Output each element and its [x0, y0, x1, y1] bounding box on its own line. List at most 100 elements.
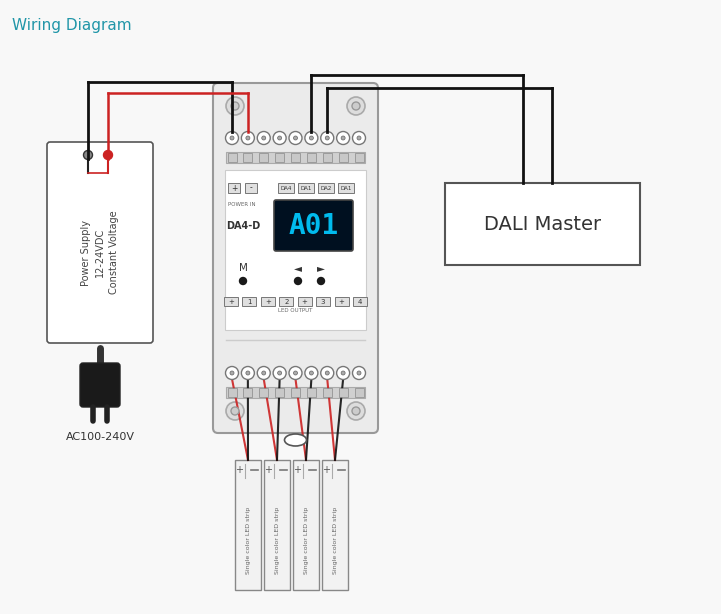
FancyBboxPatch shape	[228, 183, 240, 193]
FancyBboxPatch shape	[224, 297, 238, 306]
Text: LED OUTPUT: LED OUTPUT	[278, 308, 313, 313]
Circle shape	[278, 371, 282, 375]
Text: DALI Master: DALI Master	[484, 214, 601, 233]
FancyBboxPatch shape	[307, 153, 316, 162]
FancyBboxPatch shape	[298, 297, 311, 306]
Circle shape	[337, 131, 350, 144]
Ellipse shape	[285, 434, 306, 446]
Circle shape	[226, 402, 244, 420]
Text: DA2: DA2	[320, 185, 332, 190]
Circle shape	[325, 371, 329, 375]
Circle shape	[230, 136, 234, 140]
FancyBboxPatch shape	[353, 297, 367, 306]
Text: AC100-240V: AC100-240V	[66, 432, 135, 442]
Circle shape	[246, 136, 250, 140]
Text: 3: 3	[321, 298, 325, 305]
Circle shape	[357, 136, 361, 140]
Circle shape	[84, 150, 92, 160]
Circle shape	[226, 131, 239, 144]
Circle shape	[278, 136, 282, 140]
FancyBboxPatch shape	[339, 153, 348, 162]
FancyBboxPatch shape	[47, 142, 153, 343]
FancyBboxPatch shape	[228, 153, 236, 162]
FancyBboxPatch shape	[261, 297, 275, 306]
Text: Single color LED strip: Single color LED strip	[245, 507, 250, 573]
Circle shape	[321, 367, 334, 379]
Text: Wiring Diagram: Wiring Diagram	[12, 18, 132, 33]
FancyBboxPatch shape	[235, 460, 261, 590]
Circle shape	[353, 367, 366, 379]
Circle shape	[305, 367, 318, 379]
Circle shape	[273, 131, 286, 144]
Circle shape	[231, 407, 239, 415]
Text: 4: 4	[358, 298, 362, 305]
Text: Single color LED strip: Single color LED strip	[275, 507, 280, 573]
Circle shape	[353, 131, 366, 144]
Circle shape	[257, 367, 270, 379]
Circle shape	[341, 136, 345, 140]
Text: Single color LED strip: Single color LED strip	[332, 507, 337, 573]
FancyBboxPatch shape	[293, 460, 319, 590]
Text: DA4: DA4	[280, 185, 292, 190]
FancyBboxPatch shape	[260, 153, 268, 162]
FancyBboxPatch shape	[226, 387, 365, 398]
Text: Power Supply
12-24VDC
Constant Voltage: Power Supply 12-24VDC Constant Voltage	[81, 211, 119, 294]
Text: Single color LED strip: Single color LED strip	[304, 507, 309, 573]
Circle shape	[293, 136, 298, 140]
Text: +: +	[235, 465, 243, 475]
Text: +: +	[293, 465, 301, 475]
FancyBboxPatch shape	[339, 388, 348, 397]
Circle shape	[347, 402, 365, 420]
FancyBboxPatch shape	[278, 183, 294, 193]
Circle shape	[226, 367, 239, 379]
FancyBboxPatch shape	[355, 388, 363, 397]
FancyBboxPatch shape	[291, 388, 300, 397]
FancyBboxPatch shape	[307, 388, 316, 397]
FancyBboxPatch shape	[242, 297, 257, 306]
Circle shape	[104, 150, 112, 160]
Circle shape	[273, 367, 286, 379]
FancyBboxPatch shape	[244, 388, 252, 397]
FancyBboxPatch shape	[228, 388, 236, 397]
Circle shape	[289, 367, 302, 379]
Circle shape	[239, 278, 247, 284]
Circle shape	[294, 278, 301, 284]
Text: 2: 2	[284, 298, 288, 305]
Circle shape	[309, 371, 314, 375]
Circle shape	[352, 102, 360, 110]
FancyBboxPatch shape	[316, 297, 330, 306]
Text: +: +	[322, 465, 330, 475]
FancyBboxPatch shape	[226, 152, 365, 163]
FancyBboxPatch shape	[335, 297, 348, 306]
Text: -: -	[249, 184, 252, 193]
Circle shape	[242, 367, 255, 379]
Text: 1: 1	[247, 298, 252, 305]
Text: DA1: DA1	[340, 185, 352, 190]
Circle shape	[226, 97, 244, 115]
Text: ◄: ◄	[294, 263, 302, 273]
Circle shape	[325, 136, 329, 140]
FancyBboxPatch shape	[323, 388, 332, 397]
Circle shape	[262, 136, 266, 140]
Circle shape	[242, 131, 255, 144]
Circle shape	[257, 131, 270, 144]
Circle shape	[357, 371, 361, 375]
Text: +: +	[228, 298, 234, 305]
Text: M: M	[239, 263, 247, 273]
Circle shape	[231, 102, 239, 110]
FancyBboxPatch shape	[338, 183, 354, 193]
Circle shape	[347, 97, 365, 115]
FancyBboxPatch shape	[279, 297, 293, 306]
Text: A01: A01	[288, 211, 339, 239]
FancyBboxPatch shape	[264, 460, 290, 590]
FancyBboxPatch shape	[323, 153, 332, 162]
Circle shape	[352, 407, 360, 415]
Text: POWER IN: POWER IN	[228, 202, 256, 207]
FancyBboxPatch shape	[260, 388, 268, 397]
FancyBboxPatch shape	[80, 363, 120, 407]
FancyBboxPatch shape	[244, 153, 252, 162]
Text: +: +	[264, 465, 272, 475]
Circle shape	[337, 367, 350, 379]
FancyBboxPatch shape	[322, 460, 348, 590]
FancyBboxPatch shape	[318, 183, 334, 193]
